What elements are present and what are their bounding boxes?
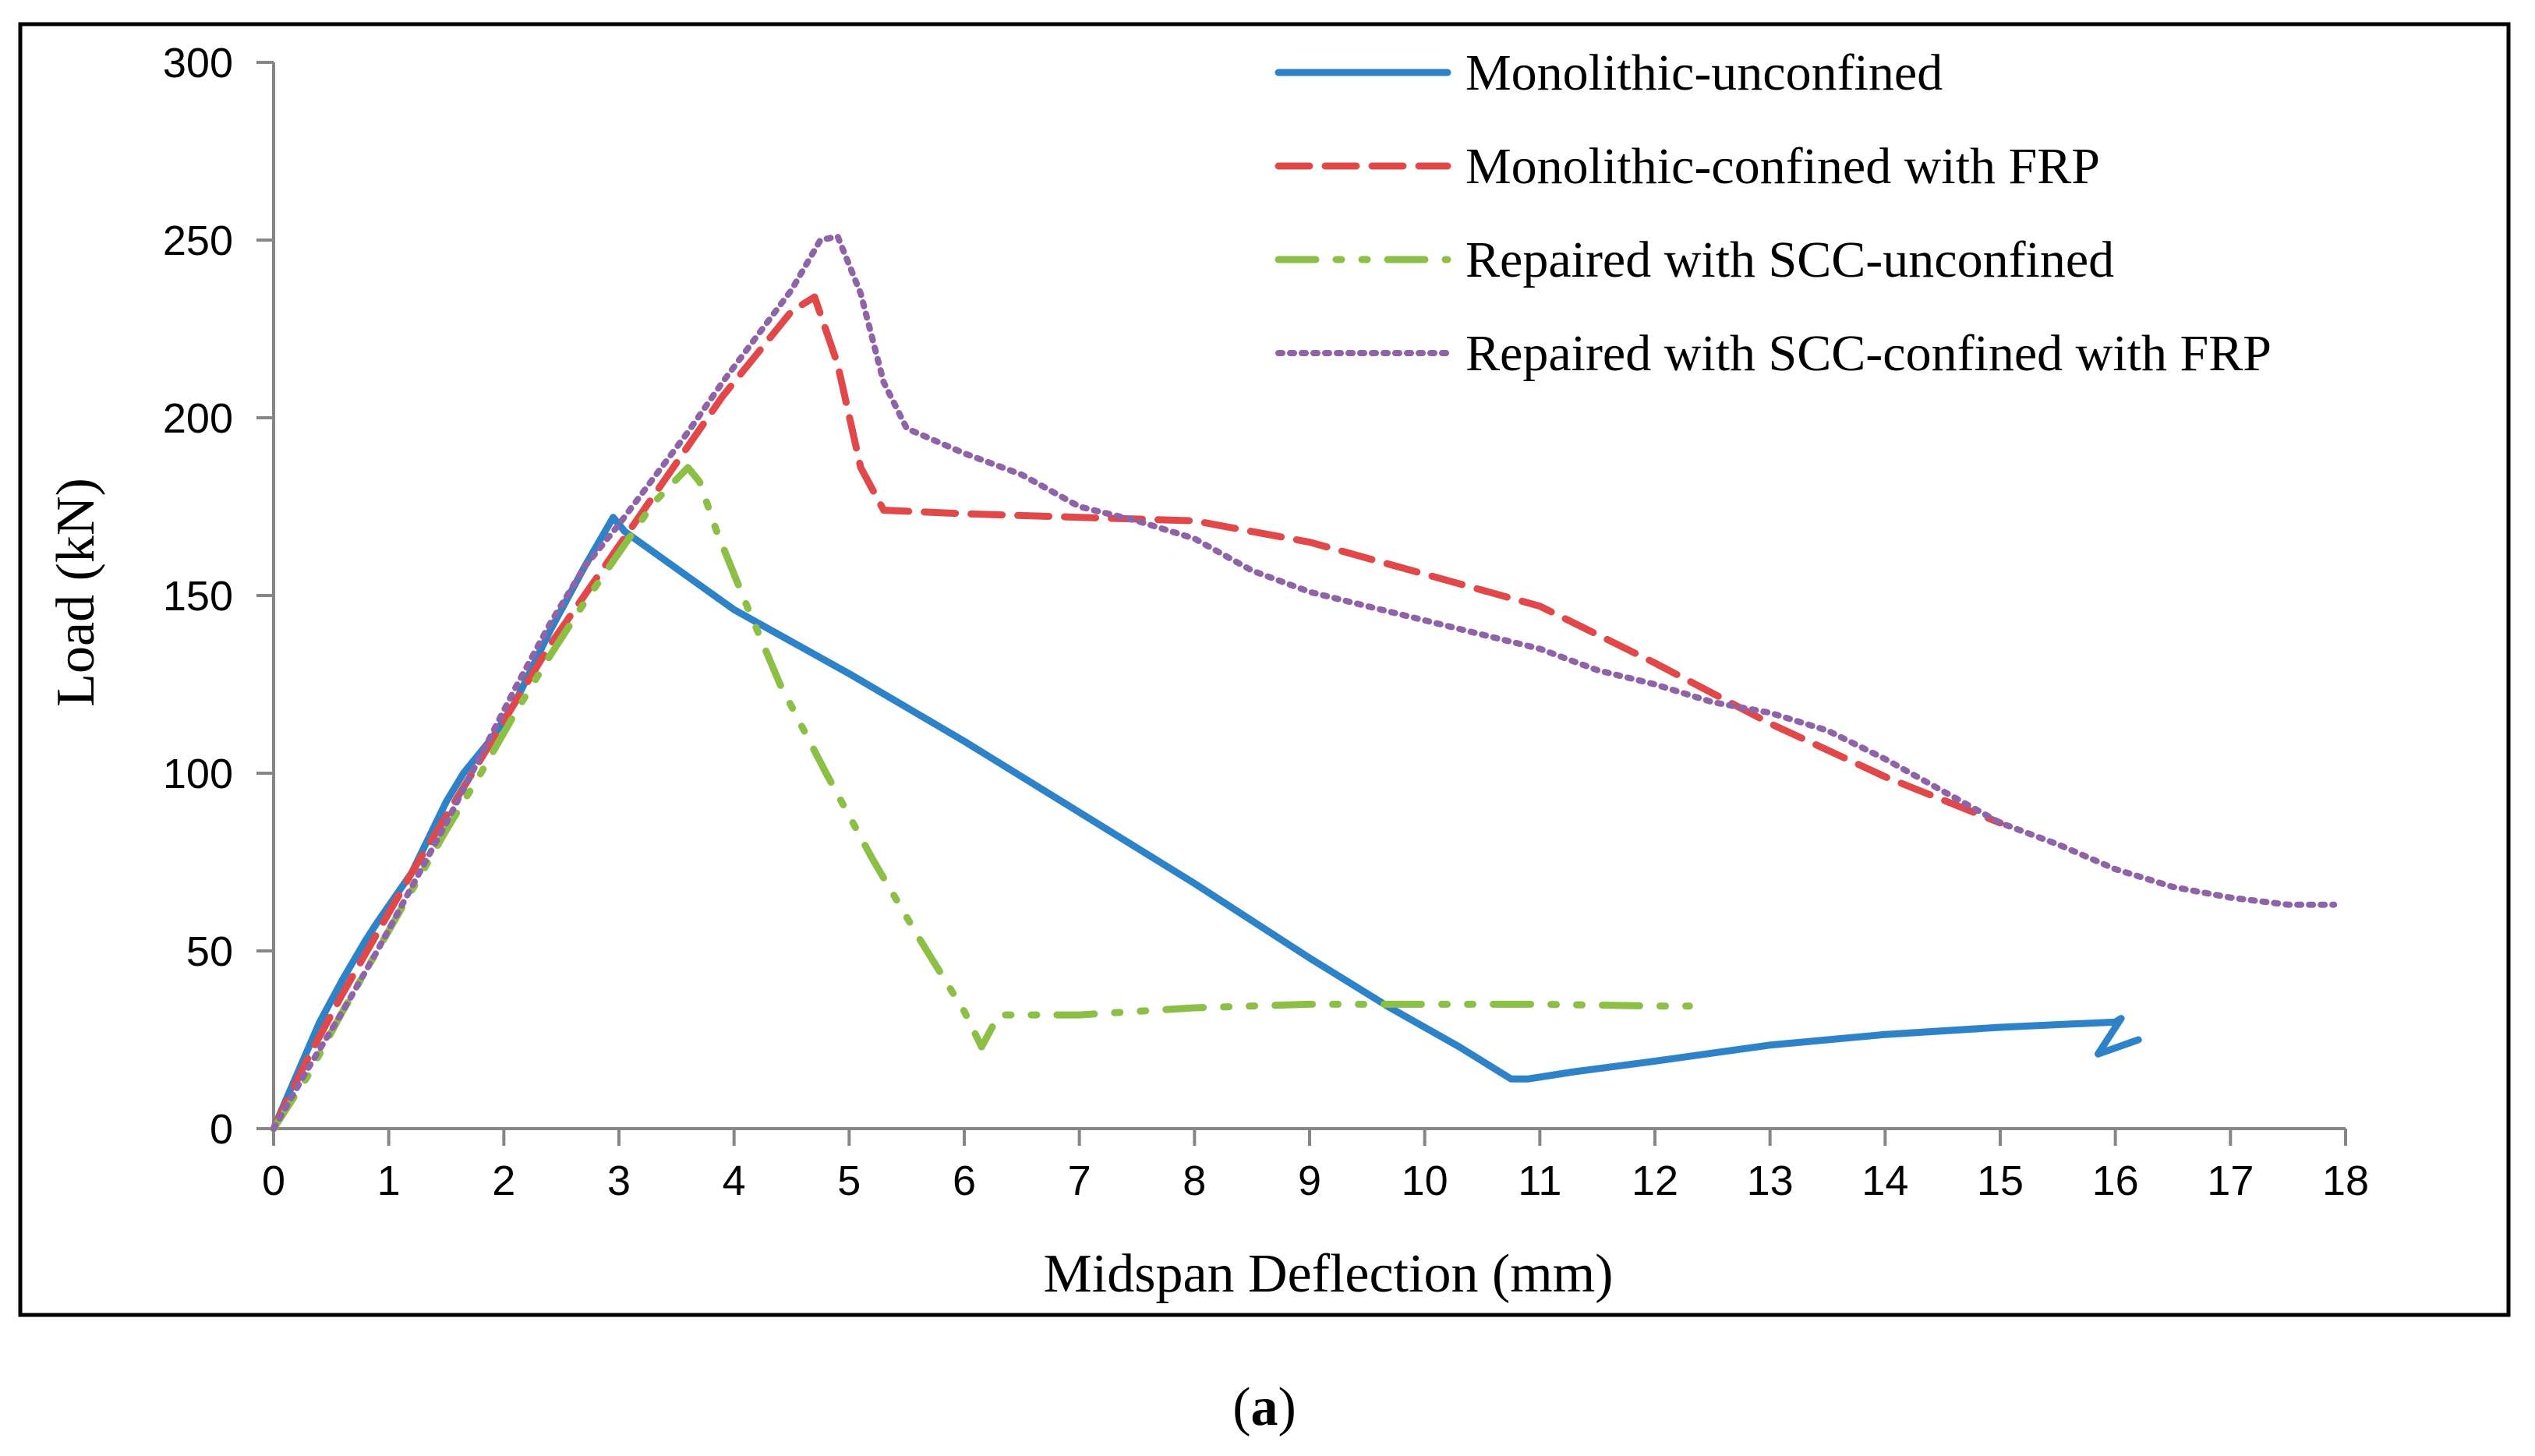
x-tick-label: 15 [1977,1157,2024,1204]
y-tick-label: 200 [163,395,233,442]
y-tick-label: 250 [163,217,233,264]
series-layer [270,233,2338,1133]
x-tick-label: 3 [607,1157,631,1204]
x-tick-label: 16 [2092,1157,2139,1204]
x-tick-label: 13 [1747,1157,1794,1204]
caption-open-paren: ( [1232,1377,1250,1437]
x-tick-label: 18 [2322,1157,2369,1204]
figure-caption: (a) [1232,1377,1296,1437]
x-tick-label: 8 [1183,1157,1206,1204]
x-tick-label: 5 [837,1157,861,1204]
x-tick-label: 14 [1861,1157,1908,1204]
legend-label: Monolithic-confined with FRP [1465,138,2100,195]
x-tick-label: 17 [2207,1157,2254,1204]
x-tick-label: 11 [1518,1157,1561,1204]
legend-label: Repaired with SCC-unconfined [1465,231,2114,288]
legend-label: Monolithic-unconfined [1465,44,1943,101]
x-tick-label: 1 [377,1157,401,1204]
x-tick-label: 12 [1632,1157,1678,1204]
x-tick-label: 0 [262,1157,285,1204]
y-tick-label: 300 [163,40,233,87]
y-tick-label: 50 [186,928,233,975]
x-tick-label: 9 [1298,1157,1321,1204]
series-line-repaired-with-scc-confined-with-frp [270,233,2338,1132]
y-axis-title: Load (kN) [46,478,106,707]
caption-letter: a [1251,1377,1278,1437]
x-tick-label: 4 [723,1157,746,1204]
y-tick-label: 0 [210,1106,233,1153]
legend-label: Repaired with SCC-confined with FRP [1465,325,2272,382]
x-tick-label: 2 [492,1157,515,1204]
x-tick-label: 7 [1068,1157,1091,1204]
x-tick-label: 10 [1402,1157,1448,1204]
caption-close-paren: ) [1278,1377,1296,1437]
x-axis-ticks: 0 1 2 3 4 5 6 7 8 9 10 11 12 13 14 15 16 17 18 [262,1129,2369,1204]
series-line-monolithic-confined-with-frp [270,293,2004,1133]
y-axis-ticks: 0 50 100 150 200 250 300 [163,40,274,1153]
y-tick-label: 100 [163,751,233,797]
x-tick-label: 6 [953,1157,976,1204]
chart-frame [18,22,2511,1317]
x-axis-title: Midspan Deflection (mm) [1044,1244,1614,1304]
y-tick-label: 150 [163,573,233,620]
series-line-repaired-with-scc-unconfined [270,464,1693,1133]
legend: Monolithic-unconfined Monolithic-confined… [1275,44,2272,382]
